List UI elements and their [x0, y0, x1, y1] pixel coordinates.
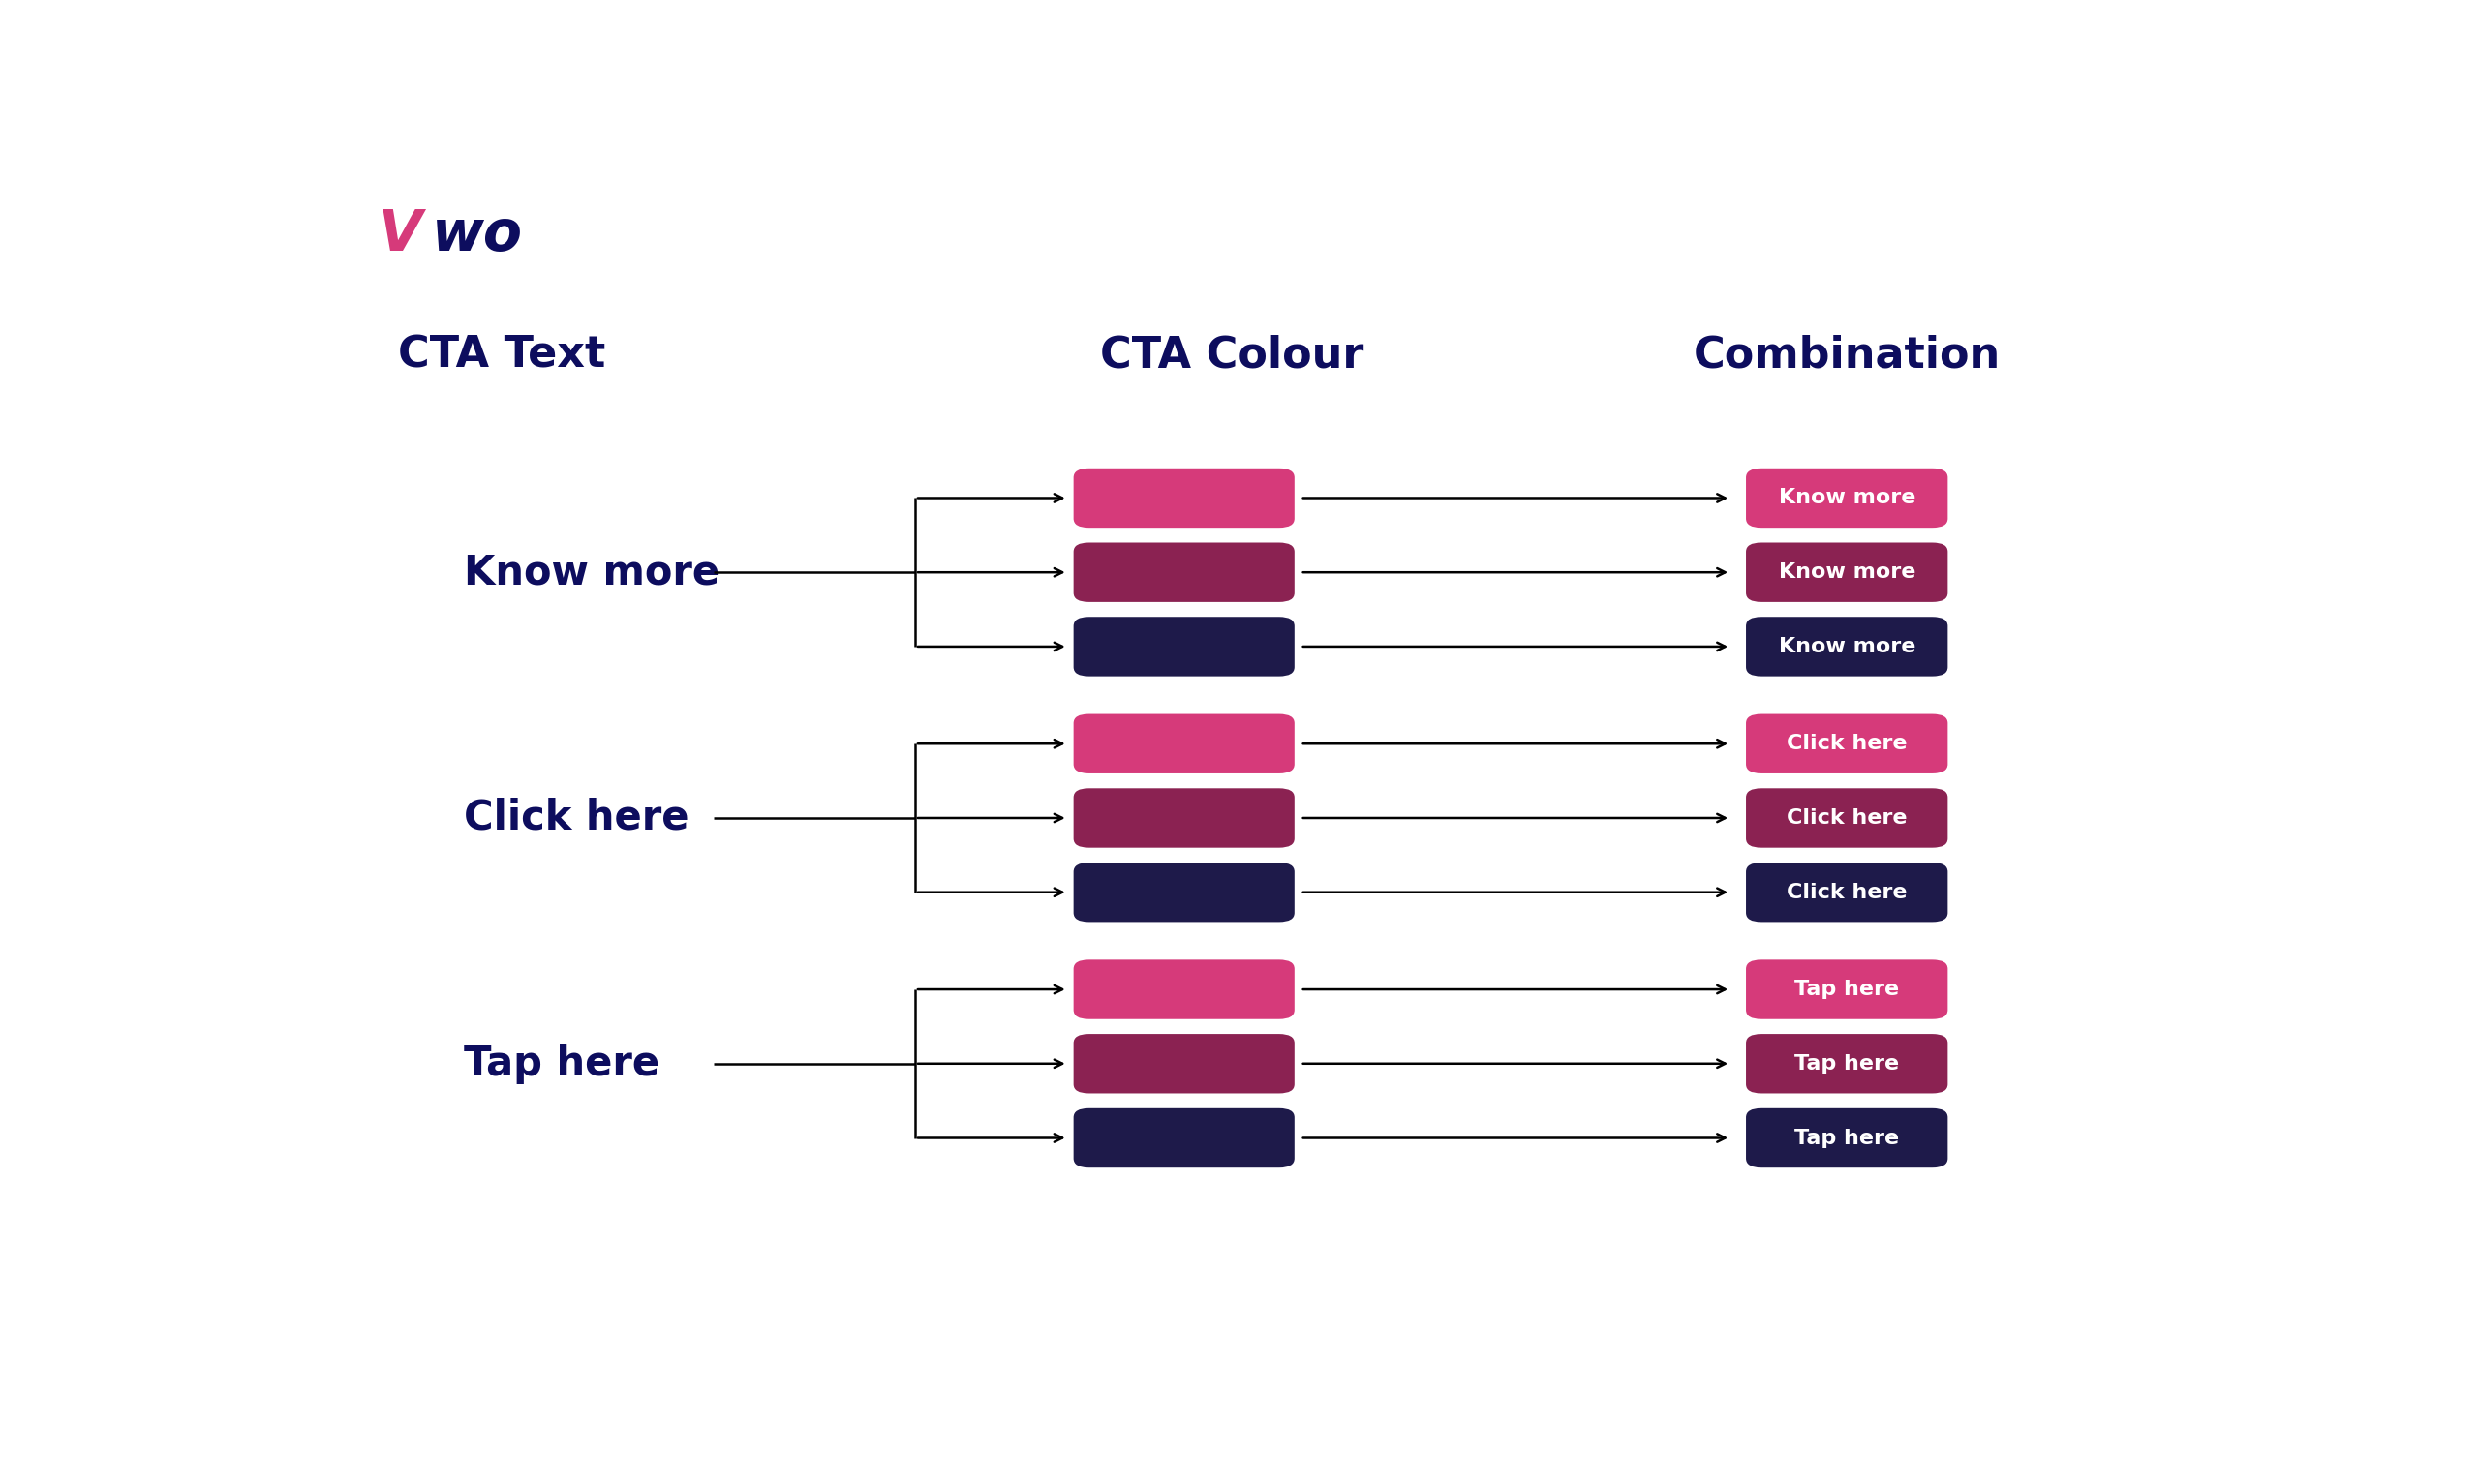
FancyBboxPatch shape [1745, 862, 1948, 922]
Text: Know more: Know more [1777, 488, 1916, 508]
FancyBboxPatch shape [1073, 469, 1294, 528]
Text: CTA Colour: CTA Colour [1101, 334, 1363, 375]
FancyBboxPatch shape [1073, 788, 1294, 847]
FancyBboxPatch shape [1745, 1034, 1948, 1094]
FancyBboxPatch shape [1745, 1109, 1948, 1168]
FancyBboxPatch shape [1073, 960, 1294, 1020]
Text: Click here: Click here [1787, 735, 1906, 754]
Text: Know more: Know more [464, 552, 719, 592]
Text: wo: wo [431, 208, 523, 263]
Text: Tap here: Tap here [1795, 1128, 1899, 1147]
Text: Know more: Know more [1777, 637, 1916, 656]
FancyBboxPatch shape [1073, 1034, 1294, 1094]
FancyBboxPatch shape [1073, 617, 1294, 677]
Text: CTA Text: CTA Text [399, 334, 605, 375]
FancyBboxPatch shape [1073, 714, 1294, 773]
FancyBboxPatch shape [1745, 543, 1948, 603]
Text: Click here: Click here [1787, 809, 1906, 828]
Text: Click here: Click here [464, 798, 689, 838]
FancyBboxPatch shape [1073, 862, 1294, 922]
Text: Tap here: Tap here [1795, 1054, 1899, 1073]
Text: Click here: Click here [1787, 883, 1906, 902]
FancyBboxPatch shape [1073, 1109, 1294, 1168]
Text: V: V [379, 208, 421, 263]
FancyBboxPatch shape [1073, 543, 1294, 603]
Text: Combination: Combination [1693, 334, 2001, 375]
FancyBboxPatch shape [1745, 960, 1948, 1020]
FancyBboxPatch shape [1745, 788, 1948, 847]
Text: Know more: Know more [1777, 562, 1916, 582]
Text: Tap here: Tap here [464, 1043, 659, 1083]
FancyBboxPatch shape [1745, 714, 1948, 773]
FancyBboxPatch shape [1745, 617, 1948, 677]
FancyBboxPatch shape [1745, 469, 1948, 528]
Text: Tap here: Tap here [1795, 979, 1899, 999]
